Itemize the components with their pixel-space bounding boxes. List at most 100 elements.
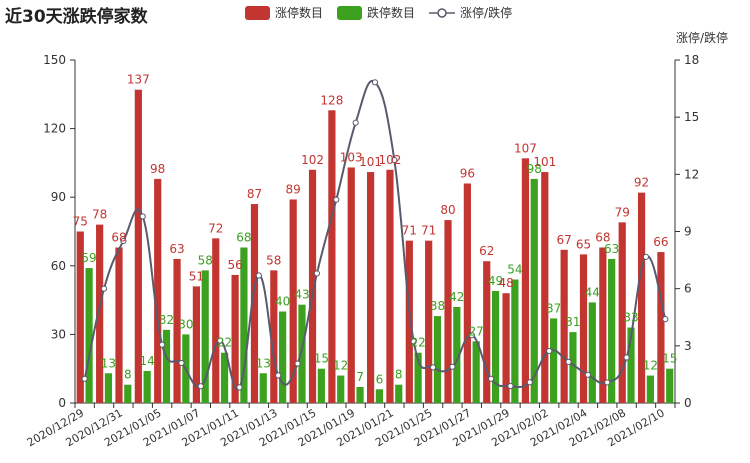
bar-limit-up bbox=[405, 240, 413, 403]
ratio-point bbox=[468, 332, 475, 339]
bar-limit-down bbox=[375, 389, 383, 403]
label-limit-up: 80 bbox=[440, 203, 455, 217]
ratio-point bbox=[391, 156, 398, 164]
y-right-tick-label: 9 bbox=[684, 225, 692, 239]
label-limit-down: 15 bbox=[314, 352, 329, 366]
label-limit-down: 31 bbox=[565, 315, 580, 329]
label-limit-up: 68 bbox=[595, 231, 610, 245]
bar-limit-up bbox=[289, 199, 297, 403]
y-left-tick-label: 0 bbox=[58, 396, 66, 410]
label-limit-up: 102 bbox=[301, 153, 324, 167]
label-limit-up: 48 bbox=[498, 276, 513, 290]
bar-limit-up bbox=[657, 252, 665, 403]
label-limit-up: 71 bbox=[402, 224, 417, 238]
bar-limit-down bbox=[666, 368, 674, 403]
bar-limit-up bbox=[76, 231, 84, 403]
y-right-tick-label: 12 bbox=[684, 167, 699, 181]
label-limit-down: 33 bbox=[623, 311, 638, 325]
ratio-point bbox=[546, 347, 553, 355]
label-limit-down: 59 bbox=[81, 251, 96, 265]
bar-limit-up bbox=[502, 293, 510, 403]
label-limit-down: 49 bbox=[488, 274, 503, 288]
label-limit-down: 12 bbox=[643, 359, 658, 373]
legend-item-limit-up[interactable]: 涨停数目 bbox=[245, 4, 323, 21]
bar-limit-up bbox=[521, 158, 530, 403]
bar-limit-down bbox=[162, 329, 171, 403]
bar-limit-down bbox=[511, 279, 519, 403]
label-limit-up: 56 bbox=[227, 258, 242, 272]
ratio-point bbox=[429, 364, 437, 371]
legend-item-ratio[interactable]: 涨停/跌停 bbox=[429, 4, 512, 21]
label-limit-down: 30 bbox=[178, 317, 193, 331]
legend-swatch-limit-down bbox=[337, 5, 363, 20]
bar-limit-down bbox=[395, 384, 403, 403]
ratio-point bbox=[275, 372, 282, 379]
bar-limit-up bbox=[618, 222, 626, 403]
ratio-point bbox=[371, 79, 379, 86]
y-left-tick-label: 30 bbox=[51, 327, 66, 341]
label-limit-up: 68 bbox=[111, 231, 126, 245]
label-limit-up: 79 bbox=[615, 205, 630, 219]
label-limit-down: 44 bbox=[585, 285, 600, 299]
label-limit-down: 43 bbox=[294, 288, 309, 302]
bar-limit-down bbox=[317, 368, 325, 403]
label-limit-up: 101 bbox=[359, 155, 382, 169]
y-right-axis-label: 涨停/跌停 bbox=[676, 30, 728, 45]
ratio-point bbox=[642, 253, 650, 260]
label-limit-up: 67 bbox=[557, 233, 572, 247]
label-limit-up: 72 bbox=[208, 221, 223, 235]
label-limit-down: 22 bbox=[217, 336, 232, 350]
y-right-tick-label: 15 bbox=[684, 110, 699, 124]
bar-limit-down bbox=[124, 384, 132, 403]
label-limit-down: 37 bbox=[546, 301, 561, 315]
ratio-point bbox=[410, 338, 417, 345]
bar-limit-down bbox=[279, 311, 287, 403]
label-limit-up: 107 bbox=[514, 141, 537, 155]
bar-limit-down bbox=[143, 370, 151, 403]
label-limit-up: 87 bbox=[247, 187, 262, 201]
label-limit-up: 62 bbox=[479, 244, 494, 258]
ratio-point bbox=[565, 358, 572, 365]
label-limit-up: 89 bbox=[286, 182, 301, 196]
bar-limit-up bbox=[463, 183, 471, 403]
bar-limit-up bbox=[386, 169, 394, 403]
ratio-point bbox=[197, 383, 204, 390]
bar-limit-up bbox=[347, 167, 355, 403]
label-limit-up: 92 bbox=[634, 176, 649, 190]
ratio-point bbox=[178, 359, 185, 367]
legend-swatch-limit-up bbox=[245, 5, 270, 20]
ratio-point bbox=[294, 360, 301, 367]
label-limit-up: 78 bbox=[92, 208, 107, 222]
label-limit-down: 27 bbox=[469, 324, 484, 338]
legend-item-limit-down[interactable]: 跌停数目 bbox=[337, 4, 415, 21]
legend-label-limit-down: 跌停数目 bbox=[367, 6, 416, 20]
label-limit-up: 66 bbox=[653, 235, 668, 249]
bar-limit-up bbox=[444, 220, 452, 403]
ratio-point bbox=[255, 272, 262, 279]
label-limit-up: 98 bbox=[150, 162, 165, 176]
ratio-point bbox=[526, 379, 533, 386]
bar-limit-up bbox=[231, 274, 239, 403]
bar-limit-down bbox=[627, 327, 635, 403]
label-limit-down: 13 bbox=[256, 356, 271, 370]
label-limit-down: 8 bbox=[124, 368, 132, 382]
bar-limit-up bbox=[560, 249, 568, 403]
chart-title: 近30天涨跌停家数 bbox=[5, 7, 148, 27]
bar-limit-up bbox=[328, 110, 336, 403]
y-left-tick-label: 150 bbox=[43, 53, 66, 67]
bar-limit-up bbox=[96, 224, 104, 403]
ratio-point bbox=[449, 363, 456, 370]
label-limit-up: 103 bbox=[340, 150, 363, 164]
bar-limit-down bbox=[337, 375, 345, 403]
label-limit-down: 15 bbox=[662, 352, 677, 366]
y-left-tick-label: 90 bbox=[51, 190, 66, 204]
ratio-point bbox=[217, 337, 224, 344]
bar-limit-down bbox=[453, 306, 461, 403]
ratio-point bbox=[158, 341, 166, 348]
label-limit-down: 6 bbox=[376, 372, 384, 386]
bar-limit-up bbox=[270, 270, 278, 403]
bar-limit-up bbox=[212, 238, 220, 403]
bar-limit-down bbox=[85, 268, 93, 403]
bar-limit-up bbox=[367, 172, 375, 403]
